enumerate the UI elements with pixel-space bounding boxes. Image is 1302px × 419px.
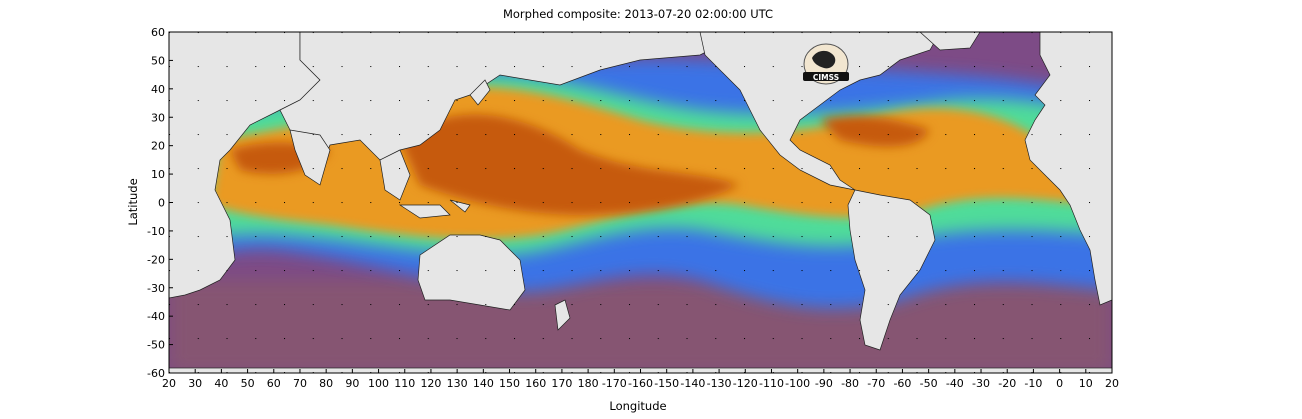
x-tick-label: 170 [551, 377, 572, 390]
x-tick-label: 160 [525, 377, 546, 390]
x-tick-label: 30 [188, 377, 202, 390]
x-tick-label: 10 [1079, 377, 1093, 390]
y-tick-label: 60 [151, 26, 165, 39]
x-tick-label: 100 [368, 377, 389, 390]
x-tick-label: 0 [1056, 377, 1063, 390]
y-tick-label: 30 [151, 111, 165, 124]
y-tick-label: -60 [147, 367, 165, 380]
moisture-field [169, 32, 1112, 373]
x-tick-label: -170 [602, 377, 627, 390]
x-tick-label: 60 [267, 377, 281, 390]
x-axis-label: Longitude [609, 399, 666, 413]
x-axis-ticks: 20 30 40 50 60 70 80 90 100 110 120 130 140 150 160 170… [162, 369, 1119, 390]
y-tick-label: -20 [147, 253, 165, 266]
y-tick-label: 10 [151, 168, 165, 181]
x-tick-label: 90 [345, 377, 359, 390]
x-tick-label: -80 [841, 377, 859, 390]
x-tick-label: -70 [867, 377, 885, 390]
x-tick-label: 140 [473, 377, 494, 390]
y-tick-label: 20 [151, 140, 165, 153]
x-tick-label: 150 [499, 377, 520, 390]
cimss-logo-text: CIMSS [813, 73, 839, 82]
y-tick-label: -50 [147, 339, 165, 352]
x-tick-label: -130 [707, 377, 732, 390]
x-tick-label: -120 [733, 377, 758, 390]
y-tick-label: 0 [158, 197, 165, 210]
y-tick-label: -40 [147, 310, 165, 323]
x-tick-label: -110 [759, 377, 784, 390]
x-tick-label: -60 [893, 377, 911, 390]
y-axis-label: Latitude [126, 178, 140, 225]
x-tick-label: 20 [1105, 377, 1119, 390]
y-tick-label: -30 [147, 282, 165, 295]
cimss-logo: CIMSS [803, 43, 849, 85]
x-tick-label: -10 [1024, 377, 1042, 390]
x-tick-label: 130 [447, 377, 468, 390]
x-tick-label: 80 [319, 377, 333, 390]
x-tick-label: 110 [394, 377, 415, 390]
x-tick-label: -140 [680, 377, 705, 390]
y-tick-label: 40 [151, 83, 165, 96]
x-tick-label: -20 [998, 377, 1016, 390]
x-tick-label: -100 [785, 377, 810, 390]
x-tick-label: -30 [972, 377, 990, 390]
x-tick-label: -150 [654, 377, 679, 390]
x-tick-label: 20 [162, 377, 176, 390]
x-tick-label: -40 [946, 377, 964, 390]
y-tick-label: 50 [151, 54, 165, 67]
map-title: Morphed composite: 2013-07-20 02:00:00 U… [503, 7, 773, 21]
x-tick-label: -90 [815, 377, 833, 390]
y-axis-ticks: 60 50 40 30 20 10 0 -10 -20 -30 -40 -50 -60 [147, 26, 173, 380]
x-tick-label: -50 [920, 377, 938, 390]
graticule-dots [169, 32, 1112, 373]
x-tick-label: 120 [420, 377, 441, 390]
x-tick-label: 70 [293, 377, 307, 390]
y-tick-label: -10 [147, 225, 165, 238]
x-tick-label: -160 [628, 377, 653, 390]
x-tick-label: 50 [241, 377, 255, 390]
x-tick-label: 180 [578, 377, 599, 390]
x-tick-label: 40 [214, 377, 228, 390]
